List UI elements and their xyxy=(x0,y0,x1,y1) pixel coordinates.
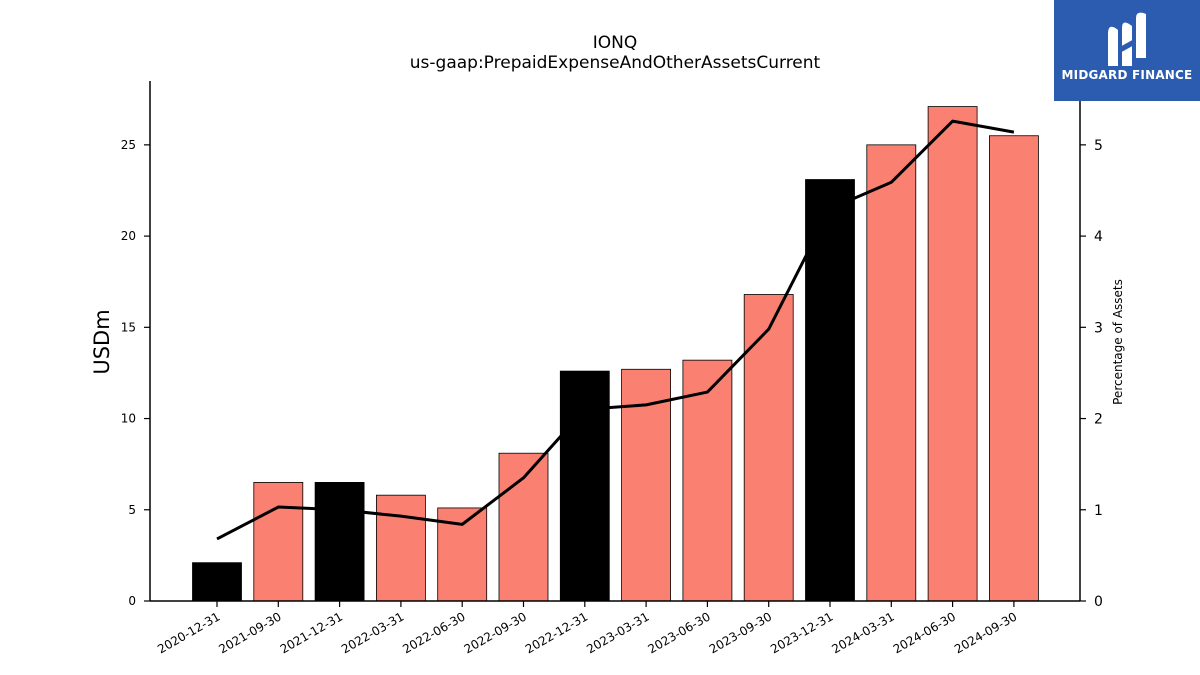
bar xyxy=(498,452,549,602)
bar xyxy=(253,482,304,602)
bar xyxy=(314,482,365,602)
line-group xyxy=(216,119,1015,541)
y-tick-label: 20 xyxy=(121,229,136,243)
y-tick-label: 10 xyxy=(121,412,136,426)
y-axis-right-label: Percentage of Assets xyxy=(1111,279,1125,405)
y-right-tick-label: 2 xyxy=(1094,412,1103,428)
x-tick-label: 2021-12-31 xyxy=(278,609,345,656)
y-tick-label: 25 xyxy=(121,138,136,152)
bar xyxy=(927,106,978,602)
y-right-tick-label: 0 xyxy=(1094,594,1103,610)
x-tick-label: 2022-09-30 xyxy=(462,609,529,656)
logo-text: MIDGARD FINANCE xyxy=(1061,68,1193,82)
bar xyxy=(559,370,610,602)
bar xyxy=(989,135,1039,602)
y-tick-label: 15 xyxy=(121,320,136,334)
x-tick-label: 2023-06-30 xyxy=(645,609,712,656)
bar xyxy=(682,359,733,602)
x-tick-label: 2021-09-30 xyxy=(216,609,283,656)
bar xyxy=(621,368,671,602)
y-right-tick-label: 4 xyxy=(1094,229,1103,245)
y-tick-label: 0 xyxy=(128,594,136,608)
x-tick-label: 2024-06-30 xyxy=(891,609,958,656)
chart-subtitle: us-gaap:PrepaidExpenseAndOtherAssetsCurr… xyxy=(410,53,821,73)
y-right-tick-label: 5 xyxy=(1094,138,1103,154)
midgard-logo-icon xyxy=(1108,12,1146,67)
chart-title: IONQ xyxy=(593,33,638,53)
x-tick-label: 2024-03-31 xyxy=(829,609,896,656)
bars-group xyxy=(192,106,1039,602)
x-tick-label: 2023-09-30 xyxy=(707,609,774,656)
x-tick-label: 2023-12-31 xyxy=(768,609,835,656)
x-tick-label: 2022-12-31 xyxy=(523,609,590,656)
y-right-tick-label: 3 xyxy=(1094,320,1103,336)
bar xyxy=(743,294,794,602)
x-tick-label: 2022-03-31 xyxy=(339,609,406,656)
percentage-line xyxy=(216,119,1015,541)
bar xyxy=(866,144,917,602)
x-tick-label: 2020-12-31 xyxy=(155,609,222,656)
bar xyxy=(192,562,242,602)
y-tick-label: 5 xyxy=(128,503,136,517)
y-axis-label: USDm xyxy=(90,309,114,374)
bar xyxy=(375,494,426,602)
y-right-tick-label: 1 xyxy=(1094,503,1103,519)
x-tick-label: 2023-03-31 xyxy=(584,609,651,656)
x-tick-label: 2022-06-30 xyxy=(400,609,467,656)
brand-logo: MIDGARD FINANCE xyxy=(1054,0,1200,101)
bar xyxy=(805,179,855,602)
x-tick-label: 2024-09-30 xyxy=(952,609,1019,656)
